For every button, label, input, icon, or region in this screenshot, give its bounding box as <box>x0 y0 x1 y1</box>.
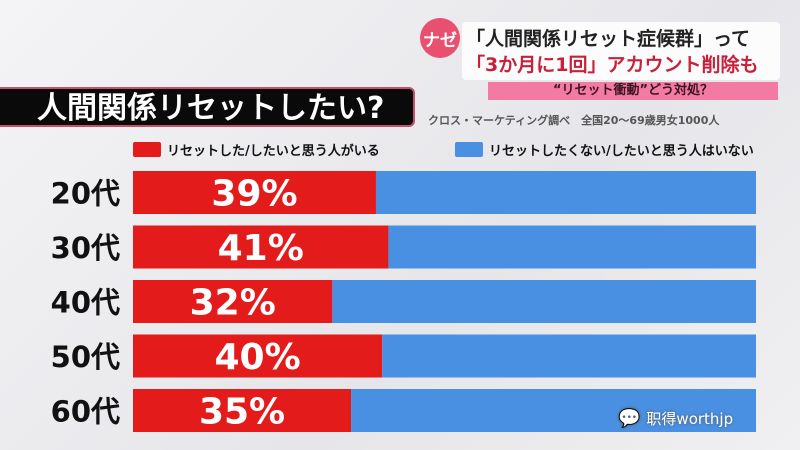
naze-badge: ナゼ <box>420 18 460 58</box>
bar-yes <box>133 171 376 214</box>
headline-subline: “リセット衝動”どう対処？ <box>488 82 778 100</box>
data-label: 40% <box>215 337 301 378</box>
bar-yes <box>133 389 352 432</box>
bar-no <box>375 171 756 214</box>
data-label: 32% <box>190 283 276 324</box>
bar-no <box>351 389 756 432</box>
bar-yes <box>133 225 389 269</box>
category-label: 20代 <box>51 177 120 211</box>
category-label: 60代 <box>51 395 120 429</box>
headline-line1: 「人間関係リセット症候群」って <box>466 28 751 50</box>
legend-swatch-blue <box>455 142 483 157</box>
data-label: 35% <box>199 392 285 433</box>
source-note: クロス・マーケティング調べ 全国20〜69歳男女1000人 <box>428 114 720 127</box>
bar-no <box>382 334 756 378</box>
category-label: 50代 <box>51 340 120 374</box>
headline-line2: 「3か月に1回」アカウント削除も <box>466 54 759 76</box>
watermark: 💬 职得worthjp <box>618 408 733 429</box>
wechat-icon: 💬 <box>618 408 641 429</box>
legend-swatch-red <box>133 142 161 157</box>
headline-box <box>462 22 780 80</box>
bar-no <box>332 280 756 323</box>
watermark-text: 职得worthjp <box>646 410 734 428</box>
category-label: 40代 <box>51 286 120 320</box>
bar-yes <box>133 334 383 378</box>
legend-item-no: リセットしたくない/したいと思う人はいない <box>455 140 754 159</box>
data-label: 39% <box>211 174 297 215</box>
bar-no <box>388 225 756 269</box>
chart-title: 人間関係リセットしたい? <box>0 87 415 127</box>
legend-label: リセットしたくない/したいと思う人はいない <box>489 144 754 159</box>
legend-item-yes: リセットした/したいと思う人がいる <box>133 140 380 159</box>
legend-label: リセットした/したいと思う人がいる <box>167 144 380 159</box>
category-label: 30代 <box>51 231 120 265</box>
data-label: 41% <box>218 228 304 269</box>
bar-yes <box>133 280 333 323</box>
